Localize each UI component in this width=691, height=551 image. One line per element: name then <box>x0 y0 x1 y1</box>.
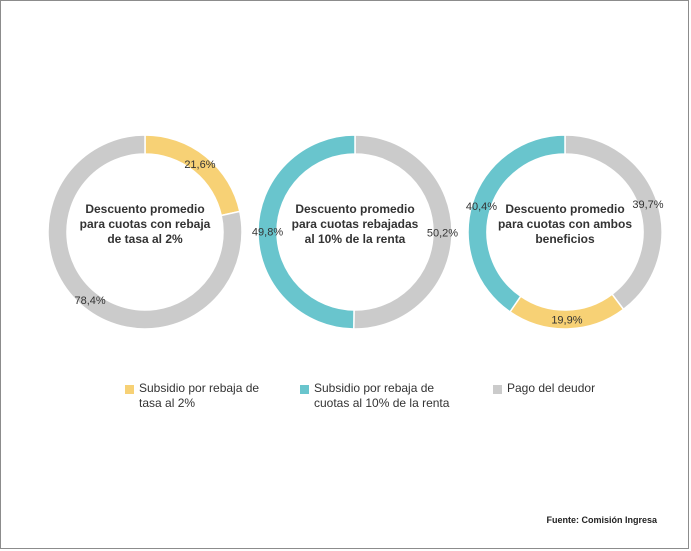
donut-chart-ambos: 39,7% 19,9% 40,4% Descuento promedio para … <box>465 132 665 332</box>
donut-data-label: 19,9% <box>551 314 582 326</box>
donut-chart-tasa: 21,6% 78,4% Descuento promedio para cuota… <box>45 132 245 332</box>
donut-chart-renta: 50,2% 49,8% Descuento promedio para cuota… <box>252 132 458 332</box>
donut-slice-subsidio-por-rebaja-de-cuotas-al-10-de-la-renta <box>467 134 566 313</box>
donut-slice-pago-del-deudor <box>47 134 243 330</box>
legend-swatch <box>493 385 502 394</box>
donut-center-label: Descuento promedio para cuotas con ambos… <box>497 202 633 246</box>
source-note: Fuente: Comisión Ingresa <box>546 515 657 525</box>
legend-swatch <box>125 385 134 394</box>
donut-center-label: Descuento promedio para cuotas rebajadas… <box>291 202 419 246</box>
donut-data-label: 78,4% <box>74 295 105 307</box>
donut-svg: 39,7% 19,9% 40,4% <box>466 134 664 330</box>
donut-center-label: Descuento promedio para cuotas con rebaj… <box>79 202 211 246</box>
legend-swatch <box>300 385 309 394</box>
donut-data-label: 39,7% <box>632 199 663 211</box>
donut-svg: 50,2% 49,8% <box>252 134 458 330</box>
donut-svg: 21,6% 78,4% <box>47 134 243 330</box>
donut-data-label: 21,6% <box>184 159 215 171</box>
donut-data-label: 40,4% <box>466 201 497 213</box>
legend-label: Subsidio por rebaja de tasa al 2% <box>139 381 260 410</box>
donut-data-label: 49,8% <box>252 226 283 238</box>
legend-label: Pago del deudor <box>507 381 596 395</box>
donut-data-label: 50,2% <box>427 228 458 240</box>
legend-label: Subsidio por rebaja de cuotas al 10% de … <box>314 381 450 410</box>
donut-slice-subsidio-por-rebaja-de-cuotas-al-10-de-la-renta <box>257 134 356 330</box>
